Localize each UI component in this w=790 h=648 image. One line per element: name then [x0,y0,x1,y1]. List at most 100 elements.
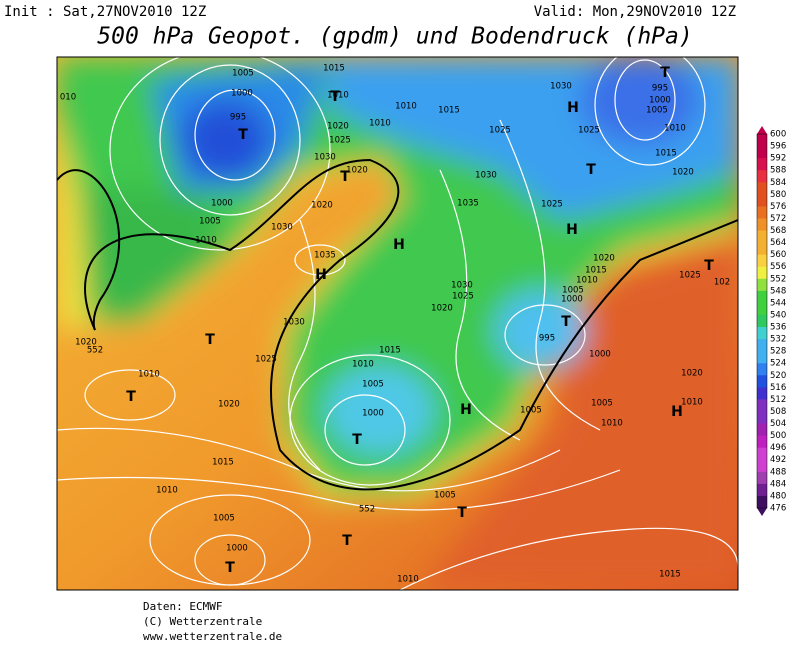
isobar-label: 1010 [195,236,217,246]
pressure-center: T [225,560,235,576]
colorbar-label: 516 [770,383,786,393]
colorbar-label: 556 [770,262,786,272]
isobar-label: 995 [539,334,555,344]
pressure-center: T [342,533,352,549]
isobar-label: 1005 [362,380,384,390]
isobar-label: 1005 [646,106,668,116]
pressure-center: T [561,314,571,330]
colorbar-cell [757,194,767,207]
pressure-center: H [460,402,472,418]
colorbar-cell [757,146,767,159]
colorbar-label: 536 [770,323,786,333]
isobar-label: 1010 [681,398,703,408]
isobar-label: 1005 [232,69,254,79]
colorbar-label: 480 [770,491,786,501]
colorbar-label: 548 [770,286,786,296]
isobar-label: 1000 [226,544,248,554]
credit-url: www.wetterzentrale.de [143,630,282,643]
isobar-label: 1000 [561,295,583,305]
contour-552 [84,158,738,491]
colorbar-label: 488 [770,467,786,477]
isobar-label: 1005 [213,514,235,524]
colorbar-cell [757,411,767,425]
isobar-label: 1025 [541,200,563,210]
colorbar-cell [757,242,767,256]
pressure-center: H [393,237,405,253]
isobar-label: 1005 [434,491,456,501]
isobar-label: 1025 [255,355,277,365]
colorbar-label: 588 [770,166,786,176]
isobar-label: 1015 [323,64,345,74]
colorbar-label: 508 [770,407,786,417]
isobar-label: 1030 [451,281,473,291]
contour-552b [57,169,121,331]
isobar-label: 552 [359,505,375,515]
pressure-center: T [704,258,714,274]
colorbar-label: 560 [770,250,786,260]
colorbar-label: 528 [770,347,786,357]
colorbar-cap [757,126,767,134]
colorbar-label: 592 [770,154,786,164]
isobar-label: 1035 [314,251,336,261]
isobar-label: 1000 [649,96,671,106]
colorbar-cap [757,508,767,516]
isobar-label: 1020 [75,338,97,348]
pressure-center: T [352,432,362,448]
colorbar-cell [757,399,767,412]
colorbar-cell [757,351,767,364]
isobar-label: 1010 [397,575,419,585]
colorbar-frame [756,133,768,509]
isobar-label: 1015 [379,346,401,356]
colorbar-label: 544 [770,298,786,308]
colorbar-label: 496 [770,443,786,453]
isobar-label: 1020 [681,369,703,379]
isobar-label: 995 [230,113,246,123]
isobar-label: 1010 [576,276,598,286]
colorbar-label: 524 [770,359,786,369]
colorbar-cell [757,327,767,340]
isobar-label: 1025 [578,126,600,136]
isobar-label: 1000 [211,199,233,209]
pressure-center: H [566,222,578,238]
colorbar-cell [757,363,767,376]
isobar-label: 1010 [327,91,349,101]
isobar-label: 1010 [601,419,623,429]
isobar-label: 1000 [362,409,384,419]
isobar-label: 1000 [231,89,253,99]
isobar-label: 1020 [218,400,240,410]
isobar-label: 1015 [655,149,677,159]
pressure-center: T [457,505,467,521]
pressure-center: T [660,65,670,81]
isobar-label: 1025 [329,136,351,146]
colorbar-cell [757,423,767,437]
isobar-label: 1020 [346,166,368,176]
credit-copyright: (C) Wetterzentrale [143,615,262,628]
isobar-label: 1025 [452,292,474,302]
colorbar-cell [757,182,767,195]
pressure-center: H [315,267,327,283]
colorbar-label: 552 [770,274,786,284]
init-time: Init : Sat,27NOV2010 12Z [4,4,206,20]
colorbar-cell [757,230,767,244]
isobar-label: 1030 [283,318,305,328]
colorbar-cell [757,339,767,352]
colorbar-cell [757,483,767,497]
colorbar-label: 512 [770,395,786,405]
pressure-center: T [238,127,248,143]
isobar-label: 1030 [271,223,293,233]
colorbar: 600 596 592 588 584 580 576 572 568 564 560 556 552 5… [756,126,786,516]
isobar-label: 1005 [520,406,542,416]
isobar-label: 1010 [352,360,374,370]
colorbar-cell [757,290,767,304]
map-frame [56,56,739,591]
isobar-label: 1015 [585,266,607,276]
colorbar-cell [757,302,767,316]
colorbar-cell [757,206,767,219]
isobar-label: 1010 [156,486,178,496]
valid-time: Valid: Mon,29NOV2010 12Z [534,4,736,20]
colorbar-label: 500 [770,431,786,441]
pressure-center: H [567,100,579,116]
colorbar-label: 600 [770,130,786,140]
